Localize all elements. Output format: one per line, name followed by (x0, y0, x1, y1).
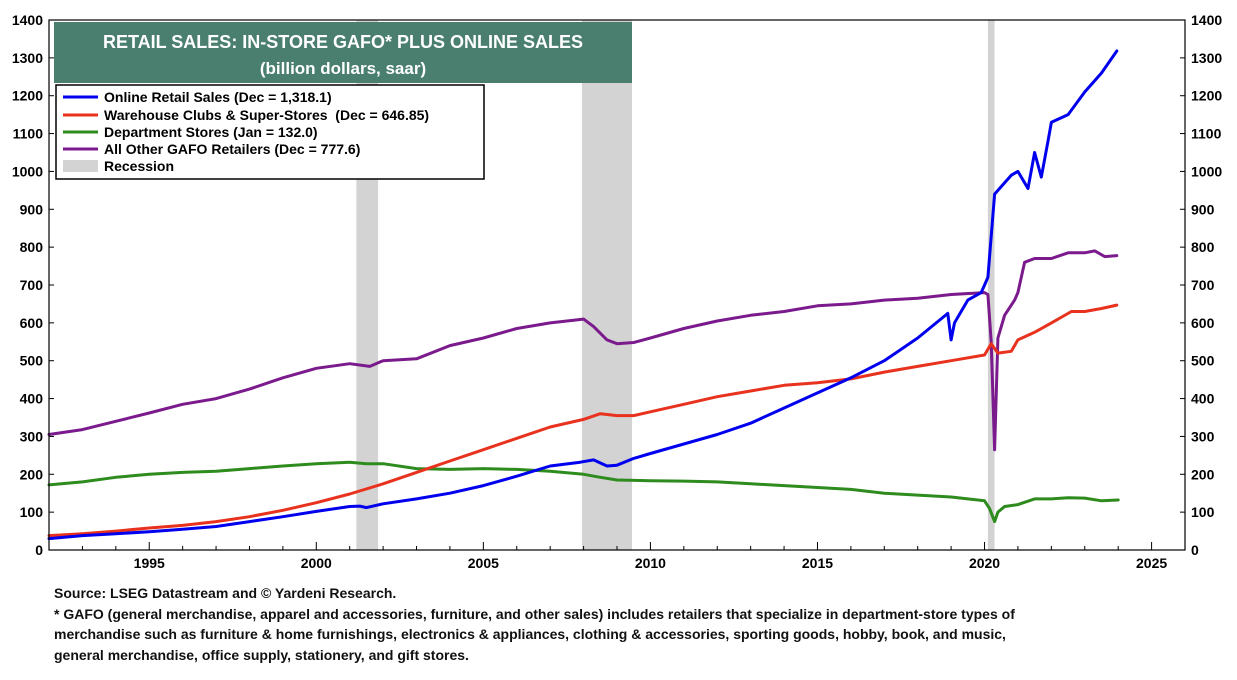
legend: Online Retail Sales (Dec = 1,318.1) Ware… (55, 84, 485, 180)
y-tick-label-right: 200 (1191, 466, 1215, 482)
x-tick-label: 1995 (134, 555, 165, 571)
y-tick-label-left: 1300 (12, 50, 43, 66)
y-tick-label-left: 500 (20, 353, 44, 369)
y-tick-label-left: 400 (20, 391, 44, 407)
y-tick-label-right: 900 (1191, 201, 1215, 217)
x-tick-label: 2000 (301, 555, 332, 571)
chart-subtitle: (billion dollars, saar) (260, 59, 426, 78)
legend-label-department: Department Stores (Jan = 132.0) (104, 124, 318, 140)
legend-label-recession: Recession (104, 158, 174, 174)
series-line-0 (47, 49, 1119, 541)
chart: 0 0 100 100 200 200 300 300 400 400 500 500 600 600 70… (12, 12, 1223, 571)
series-line-3 (47, 249, 1119, 452)
gafo-note-line-1: * GAFO (general merchandise, apparel and… (54, 605, 1015, 622)
source-note: Source: LSEG Datastream and © Yardeni Re… (54, 585, 397, 601)
y-tick-label-left: 600 (20, 315, 44, 331)
y-tick-label-left: 0 (35, 542, 43, 558)
x-tick-label: 2005 (468, 555, 499, 571)
gafo-note-line-2: merchandise such as furniture & home fur… (54, 626, 1006, 642)
y-tick-label-right: 0 (1191, 542, 1199, 558)
x-tick-label: 2025 (1136, 555, 1167, 571)
y-tick-label-right: 500 (1191, 353, 1215, 369)
y-tick-label-right: 1100 (1191, 126, 1222, 142)
x-tick-label: 2015 (802, 555, 833, 571)
y-tick-label-left: 900 (20, 201, 44, 217)
y-tick-label-left: 1100 (13, 126, 44, 142)
y-tick-label-right: 1000 (1191, 163, 1222, 179)
legend-label-warehouse: Warehouse Clubs & Super-Stores (Dec = 64… (104, 107, 429, 123)
y-tick-label-right: 600 (1191, 315, 1215, 331)
legend-label-other-gafo: All Other GAFO Retailers (Dec = 777.6) (104, 141, 360, 157)
y-tick-label-right: 800 (1191, 239, 1215, 255)
y-tick-label-left: 700 (20, 277, 44, 293)
axes: 0 0 100 100 200 200 300 300 400 400 500 500 600 600 70… (12, 12, 1223, 571)
x-tick-label: 2020 (969, 555, 1000, 571)
y-tick-label-right: 300 (1191, 428, 1215, 444)
y-tick-label-right: 100 (1191, 504, 1215, 520)
x-tick-label: 2010 (635, 555, 666, 571)
y-tick-label-left: 200 (20, 466, 44, 482)
chart-title: RETAIL SALES: IN-STORE GAFO* PLUS ONLINE… (103, 32, 583, 52)
recession-band-2 (987, 20, 995, 550)
legend-swatch-recession (63, 160, 98, 172)
y-tick-label-left: 1000 (12, 163, 43, 179)
y-tick-label-right: 1400 (1191, 12, 1222, 28)
y-tick-label-left: 300 (20, 428, 44, 444)
recession-band-1 (581, 20, 633, 550)
y-tick-label-left: 1200 (12, 88, 43, 104)
y-tick-label-left: 1400 (12, 12, 43, 28)
series-line-2 (47, 460, 1120, 524)
y-tick-label-left: 800 (20, 239, 44, 255)
y-tick-label-right: 400 (1191, 391, 1215, 407)
chart-title-box: RETAIL SALES: IN-STORE GAFO* PLUS ONLINE… (54, 22, 632, 83)
y-tick-label-right: 700 (1191, 277, 1215, 293)
y-tick-label-right: 1200 (1191, 88, 1222, 104)
footnotes: Source: LSEG Datastream and © Yardeni Re… (54, 583, 1224, 665)
y-tick-label-left: 100 (20, 504, 44, 520)
legend-frame (55, 84, 485, 180)
series-lines (47, 49, 1120, 541)
series-line-1 (47, 303, 1119, 538)
title-background (54, 22, 632, 83)
legend-label-online: Online Retail Sales (Dec = 1,318.1) (104, 89, 332, 105)
gafo-note-line-3: general merchandise, office supply, stat… (54, 646, 469, 663)
y-tick-label-right: 1300 (1191, 50, 1222, 66)
